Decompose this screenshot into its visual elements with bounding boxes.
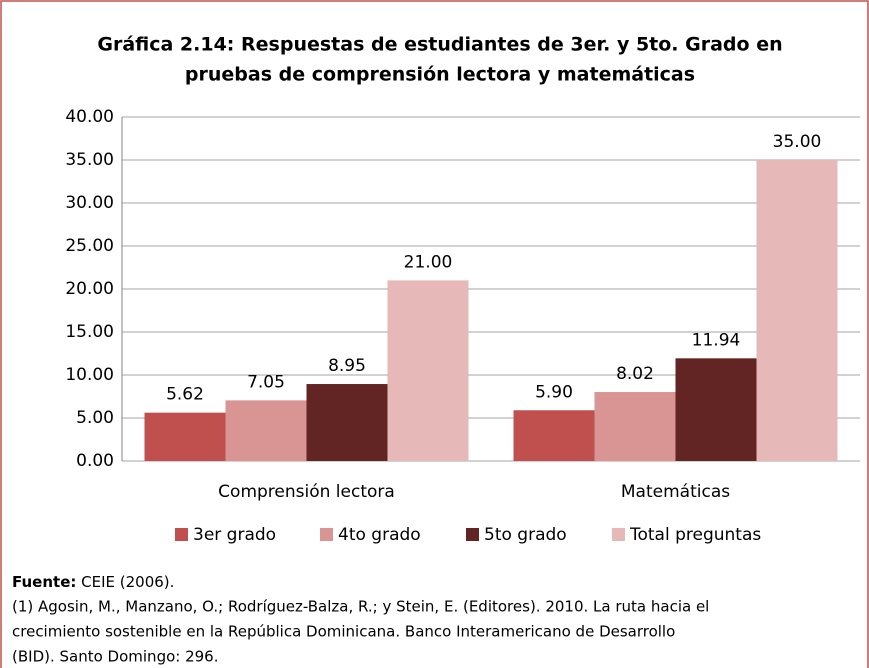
- y-tick-label: 40.00: [65, 107, 114, 127]
- y-tick-label: 5.00: [76, 408, 114, 428]
- source-text: CEIE (2006).: [81, 573, 174, 591]
- source-label: Fuente:: [12, 573, 76, 591]
- legend-label: 4to grado: [338, 525, 421, 545]
- bar: [756, 160, 838, 461]
- data-label: 21.00: [404, 252, 453, 272]
- y-tick-label: 10.00: [65, 365, 114, 385]
- data-label: 35.00: [773, 132, 822, 152]
- bar: [387, 280, 469, 461]
- legend-label: Total preguntas: [629, 525, 761, 545]
- legend-label: 3er grado: [193, 525, 276, 545]
- y-tick-label: 35.00: [65, 150, 114, 170]
- data-label: 11.94: [692, 330, 741, 350]
- bar: [144, 412, 226, 461]
- note-line: crecimiento sostenible en la República D…: [12, 623, 675, 641]
- bar: [306, 384, 388, 461]
- y-tick-label: 30.00: [65, 193, 114, 213]
- bar: [594, 392, 676, 461]
- data-label: 8.02: [616, 364, 654, 384]
- y-tick-label: 20.00: [65, 279, 114, 299]
- legend-swatch: [612, 528, 625, 541]
- data-label: 5.90: [535, 382, 573, 402]
- y-tick-label: 25.00: [65, 236, 114, 256]
- note-line: (BID). Santo Domingo: 296.: [12, 648, 218, 666]
- bar: [675, 358, 757, 461]
- y-tick-label: 0.00: [76, 451, 114, 471]
- data-label: 5.62: [166, 385, 204, 405]
- source: Fuente: CEIE (2006).: [12, 573, 174, 591]
- data-label: 7.05: [247, 372, 285, 392]
- chart-title: Gráfica 2.14: Respuestas de estudiantes …: [97, 34, 782, 56]
- legend-swatch: [466, 528, 479, 541]
- x-tick-label: Matemáticas: [621, 482, 730, 502]
- bar: [513, 410, 595, 461]
- x-tick-label: Comprensión lectora: [218, 482, 395, 502]
- chart-title: pruebas de comprensión lectora y matemát…: [185, 64, 695, 86]
- bar: [225, 400, 307, 461]
- legend-label: 5to grado: [484, 525, 567, 545]
- legend-swatch: [175, 528, 188, 541]
- note-line: (1) Agosin, M., Manzano, O.; Rodríguez-B…: [12, 598, 709, 616]
- y-tick-label: 15.00: [65, 322, 114, 342]
- legend-swatch: [320, 528, 333, 541]
- data-label: 8.95: [328, 356, 366, 376]
